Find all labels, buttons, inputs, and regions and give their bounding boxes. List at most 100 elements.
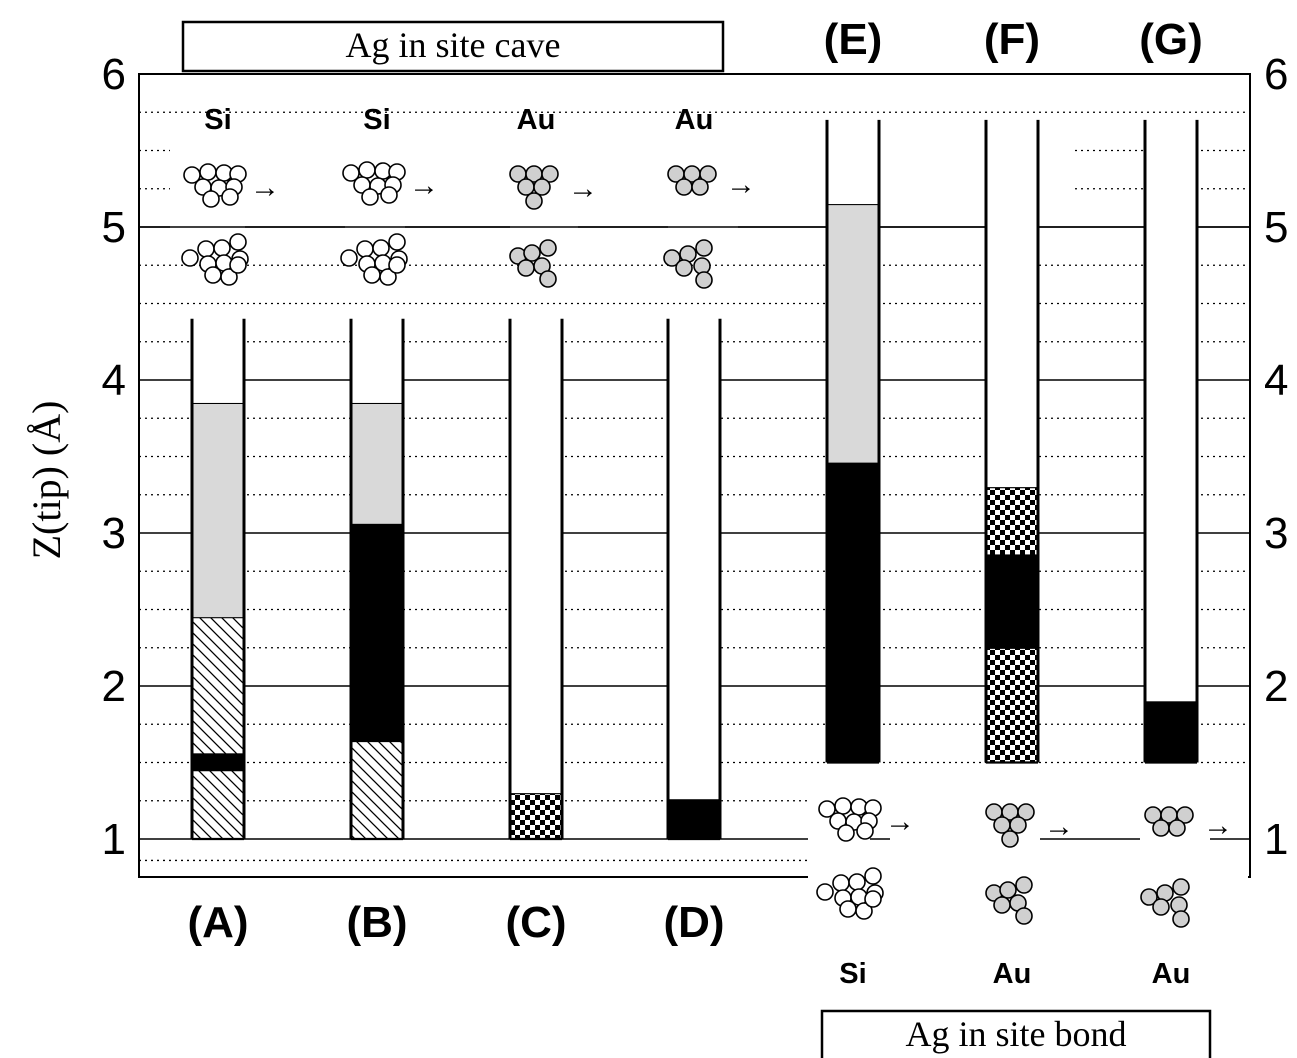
atom	[856, 822, 874, 840]
atom-cluster-icon	[181, 163, 249, 286]
atom	[1009, 816, 1027, 834]
bar-segment	[192, 753, 244, 771]
atom	[380, 186, 398, 204]
y-axis-label: Z(tip) (Å)	[24, 401, 69, 560]
atom	[1172, 910, 1190, 928]
y-tick-label-left: 3	[102, 509, 126, 558]
atom	[229, 256, 247, 274]
atom	[533, 178, 551, 196]
arrow-icon: →	[409, 169, 439, 202]
atom	[517, 259, 535, 277]
atom	[1015, 876, 1033, 894]
column-label: (E)	[824, 15, 883, 64]
bar-segment	[192, 770, 244, 839]
bar-segment	[827, 462, 879, 763]
atom	[695, 239, 713, 257]
atom	[837, 824, 855, 842]
arrow-icon: →	[250, 171, 280, 204]
atom-cluster-icon	[509, 165, 559, 288]
atom	[539, 270, 557, 288]
y-tick-label-left: 5	[102, 203, 126, 252]
atom	[379, 268, 397, 286]
arrow-icon: →	[1203, 809, 1233, 842]
atom	[358, 161, 376, 179]
y-tick-labels: 1 1 2 2 3 3 4 4 5 5 6 6	[102, 50, 1289, 864]
atom	[340, 249, 358, 267]
atom	[372, 239, 390, 257]
atom	[525, 192, 543, 210]
group-title-bond: Ag in site bond	[906, 1014, 1127, 1054]
atom	[1152, 819, 1170, 837]
bar-segment	[986, 119, 1038, 488]
group-title-box-cave	[181, 20, 725, 73]
y-tick-label-left: 1	[102, 815, 126, 864]
bar-segment	[351, 318, 403, 403]
y-tick-label-right: 1	[1264, 815, 1288, 864]
column-labels: (A) Si (B) Si (C) Au (D) Au (E) Si (F) Au (G) Au	[187, 15, 1202, 990]
column-label: (B)	[346, 898, 407, 947]
plot-frame	[138, 73, 1251, 878]
column-label: (G)	[1139, 15, 1203, 64]
bar-segment	[668, 318, 720, 800]
atom	[855, 902, 873, 920]
bar-segment	[827, 204, 879, 463]
arrow-icon: →	[1044, 810, 1074, 843]
atom	[1017, 803, 1035, 821]
atom	[204, 266, 222, 284]
column-label: (A)	[187, 898, 248, 947]
atom	[699, 165, 717, 183]
atom	[691, 178, 709, 196]
element-label: Au	[675, 104, 714, 136]
atom	[181, 249, 199, 267]
atom	[229, 233, 247, 251]
bar-segment	[1145, 701, 1197, 763]
y-tick-label-right: 4	[1264, 356, 1288, 405]
bar-segment	[510, 318, 562, 794]
structure-overlays: → → → → → → →	[140, 118, 1250, 935]
y-tick-label-left: 4	[102, 356, 126, 405]
element-label: Si	[363, 104, 390, 136]
element-label: Si	[204, 104, 231, 136]
atom-cluster-icon	[1140, 806, 1194, 928]
element-label: Au	[993, 958, 1032, 990]
atom	[1140, 888, 1158, 906]
bar-segment	[986, 554, 1038, 648]
element-label: Au	[517, 104, 556, 136]
arrow-icon: →	[885, 805, 915, 838]
atom	[993, 896, 1011, 914]
atom	[388, 233, 406, 251]
group-title-box-bond	[820, 1009, 1212, 1058]
y-tick-label-left: 2	[102, 662, 126, 711]
atom	[1172, 878, 1190, 896]
atom-cluster-icon	[663, 165, 717, 289]
atom	[523, 244, 541, 262]
atom	[199, 163, 217, 181]
bar-segment	[986, 487, 1038, 555]
atom	[220, 268, 238, 286]
atom	[663, 249, 681, 267]
bar-segment	[351, 741, 403, 839]
atom	[356, 240, 374, 258]
atom	[1015, 907, 1033, 925]
group-title-cave: Ag in site cave	[346, 25, 561, 65]
y-tick-label-right: 2	[1264, 662, 1288, 711]
atom	[834, 797, 852, 815]
atom	[197, 240, 215, 258]
atom	[839, 900, 857, 918]
bar-segment	[192, 402, 244, 618]
atom	[675, 178, 693, 196]
y-tick-label-right: 3	[1264, 509, 1288, 558]
atom-cluster-icon	[985, 803, 1035, 925]
atom	[1152, 898, 1170, 916]
atom	[848, 873, 866, 891]
y-tick-label-right: 5	[1264, 203, 1288, 252]
column-label: (D)	[663, 898, 724, 947]
bar-segment	[351, 402, 403, 524]
atom	[1176, 806, 1194, 824]
atom	[999, 881, 1017, 899]
atom	[213, 239, 231, 257]
atom	[675, 259, 693, 277]
atom	[695, 271, 713, 289]
atom	[816, 883, 834, 901]
